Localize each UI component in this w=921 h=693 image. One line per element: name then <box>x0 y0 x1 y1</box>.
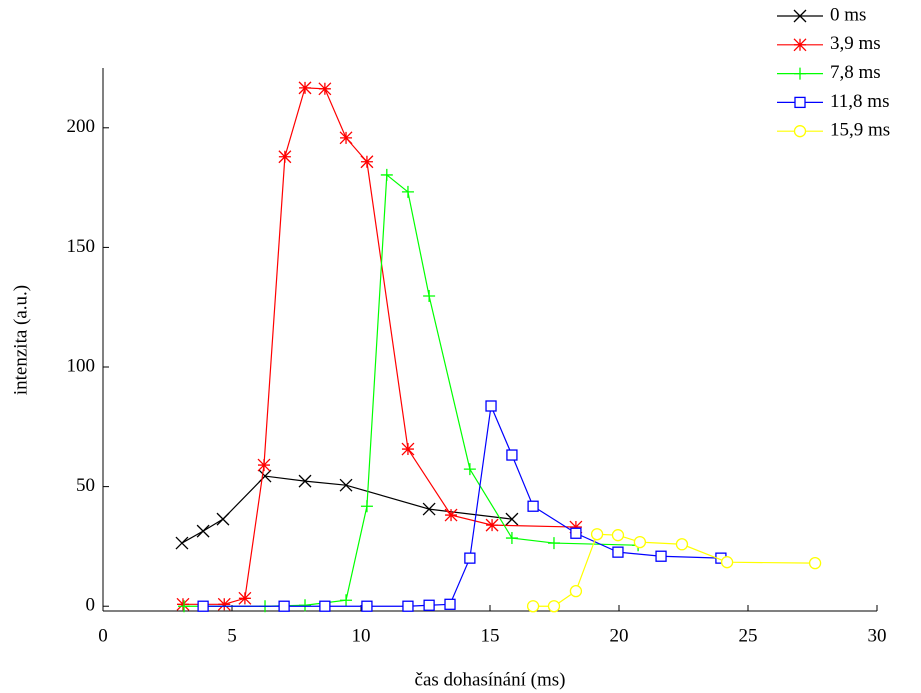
data-point <box>299 599 312 612</box>
data-point <box>298 81 312 95</box>
data-point <box>505 512 519 526</box>
data-point <box>590 528 604 541</box>
data-point <box>340 594 353 607</box>
y-tick-label: 200 <box>67 116 96 137</box>
data-point <box>197 600 209 612</box>
data-point <box>570 527 582 539</box>
y-axis-label: intenzita (a.u.) <box>10 285 31 395</box>
legend-marker <box>793 38 807 52</box>
data-point <box>444 598 456 610</box>
data-point <box>547 600 561 613</box>
legend-label: 7,8 ms <box>830 62 881 83</box>
data-point <box>527 500 539 512</box>
series-line <box>182 87 576 605</box>
y-tick-label: 0 <box>86 595 96 616</box>
data-point <box>258 469 272 483</box>
data-point <box>444 508 458 522</box>
data-point <box>216 512 230 526</box>
legend-marker <box>793 125 807 138</box>
data-point <box>217 597 231 611</box>
data-point <box>339 478 353 492</box>
x-tick-label: 30 <box>868 625 887 646</box>
data-point <box>569 584 583 598</box>
data-point <box>178 600 191 613</box>
legend-label: 11,8 ms <box>830 91 889 112</box>
x-tick-label: 5 <box>227 625 237 646</box>
data-point <box>238 591 252 605</box>
data-point <box>380 168 393 181</box>
legend-label: 3,9 ms <box>830 33 881 54</box>
data-point <box>423 599 435 611</box>
data-point <box>675 538 689 551</box>
data-point <box>611 529 625 542</box>
data-point <box>360 155 374 169</box>
data-point <box>175 536 189 550</box>
data-point <box>569 520 583 534</box>
data-point <box>422 502 436 516</box>
data-point <box>298 474 312 488</box>
data-point <box>526 600 540 613</box>
y-tick-label: 150 <box>67 236 96 257</box>
x-tick-label: 0 <box>98 625 108 646</box>
data-point <box>318 82 332 96</box>
data-point <box>196 524 210 538</box>
data-point <box>401 185 414 198</box>
data-point <box>176 597 190 611</box>
y-tick-label: 50 <box>76 475 95 496</box>
data-point <box>278 600 290 612</box>
legend-label: 15,9 ms <box>830 120 890 141</box>
data-point <box>485 400 497 412</box>
legend-marker <box>794 67 806 80</box>
x-tick-label: 10 <box>352 625 371 646</box>
data-point <box>655 550 667 562</box>
legend-label: 0 ms <box>830 4 866 25</box>
data-point <box>402 600 414 612</box>
series-line <box>184 173 639 607</box>
x-axis-label: čas dohasínání (ms) <box>415 669 566 690</box>
data-point <box>633 535 647 549</box>
y-tick-label: 100 <box>67 355 96 376</box>
data-point <box>463 463 476 476</box>
data-point <box>339 131 353 145</box>
x-tick-label: 20 <box>610 625 629 646</box>
data-point <box>720 556 734 569</box>
data-point <box>505 532 518 545</box>
data-point <box>464 552 476 564</box>
data-point <box>401 442 415 456</box>
data-point <box>360 500 373 513</box>
data-point <box>361 600 373 612</box>
x-tick-label: 15 <box>481 625 500 646</box>
x-tick-label: 25 <box>739 625 758 646</box>
data-point <box>319 600 331 612</box>
data-point <box>547 537 560 550</box>
data-point <box>423 289 436 302</box>
legend-marker <box>793 9 807 23</box>
data-point <box>485 518 499 532</box>
legend-marker <box>794 96 806 109</box>
data-point <box>808 557 822 570</box>
data-point <box>257 458 271 472</box>
series-line <box>181 475 513 544</box>
data-point <box>506 449 518 461</box>
data-point <box>612 546 624 558</box>
data-point <box>278 150 292 164</box>
